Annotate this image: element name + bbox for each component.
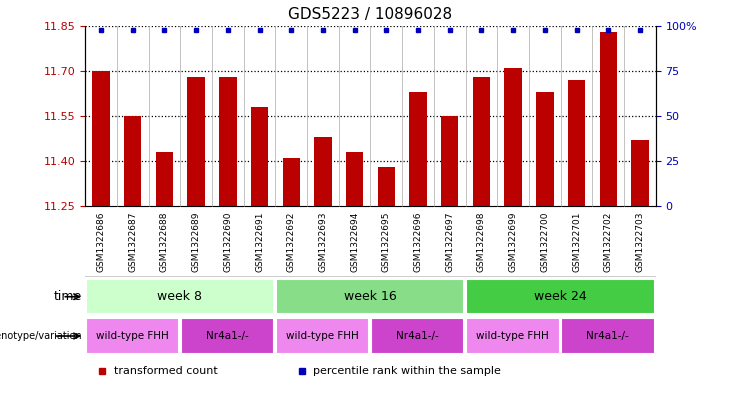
Bar: [86, 318, 179, 354]
Text: genotype/variation: genotype/variation: [0, 331, 82, 341]
Bar: [124, 116, 142, 206]
Bar: [473, 77, 490, 206]
Bar: [409, 92, 427, 206]
Bar: [276, 279, 465, 314]
Text: GSM1322692: GSM1322692: [287, 212, 296, 272]
Text: GSM1322703: GSM1322703: [636, 212, 645, 272]
Bar: [86, 279, 274, 314]
Text: wild-type FHH: wild-type FHH: [286, 331, 359, 341]
Bar: [441, 116, 459, 206]
Text: week 24: week 24: [534, 290, 586, 303]
Bar: [378, 167, 395, 206]
Text: GSM1322699: GSM1322699: [508, 212, 518, 272]
Bar: [219, 77, 236, 206]
Bar: [371, 318, 465, 354]
Bar: [251, 107, 268, 206]
Text: Nr4a1-/-: Nr4a1-/-: [586, 331, 629, 341]
Text: GSM1322698: GSM1322698: [477, 212, 486, 272]
Bar: [314, 137, 332, 206]
Bar: [561, 318, 654, 354]
Text: wild-type FHH: wild-type FHH: [476, 331, 549, 341]
Text: GSM1322691: GSM1322691: [255, 212, 264, 272]
Text: GSM1322687: GSM1322687: [128, 212, 137, 272]
Text: transformed count: transformed count: [114, 366, 218, 376]
Bar: [181, 318, 274, 354]
Text: GSM1322695: GSM1322695: [382, 212, 391, 272]
Text: GSM1322701: GSM1322701: [572, 212, 581, 272]
Text: GSM1322702: GSM1322702: [604, 212, 613, 272]
Bar: [466, 279, 654, 314]
Text: GSM1322696: GSM1322696: [413, 212, 422, 272]
Text: GSM1322693: GSM1322693: [319, 212, 328, 272]
Text: time: time: [54, 290, 82, 303]
Bar: [156, 152, 173, 206]
Text: wild-type FHH: wild-type FHH: [96, 331, 168, 341]
Text: GSM1322697: GSM1322697: [445, 212, 454, 272]
Text: Nr4a1-/-: Nr4a1-/-: [396, 331, 439, 341]
Bar: [631, 140, 648, 206]
Text: week 8: week 8: [157, 290, 202, 303]
Bar: [187, 77, 205, 206]
Text: percentile rank within the sample: percentile rank within the sample: [313, 366, 502, 376]
Bar: [536, 92, 554, 206]
Bar: [276, 318, 369, 354]
Bar: [466, 318, 559, 354]
Bar: [346, 152, 363, 206]
Text: GSM1322700: GSM1322700: [540, 212, 549, 272]
Bar: [568, 80, 585, 206]
Text: GSM1322690: GSM1322690: [223, 212, 233, 272]
Bar: [93, 71, 110, 206]
Text: Nr4a1-/-: Nr4a1-/-: [206, 331, 249, 341]
Title: GDS5223 / 10896028: GDS5223 / 10896028: [288, 7, 453, 22]
Bar: [282, 158, 300, 206]
Text: GSM1322689: GSM1322689: [192, 212, 201, 272]
Bar: [599, 31, 617, 206]
Text: week 16: week 16: [344, 290, 396, 303]
Text: GSM1322686: GSM1322686: [96, 212, 105, 272]
Bar: [505, 68, 522, 206]
Text: GSM1322688: GSM1322688: [160, 212, 169, 272]
Text: GSM1322694: GSM1322694: [350, 212, 359, 272]
